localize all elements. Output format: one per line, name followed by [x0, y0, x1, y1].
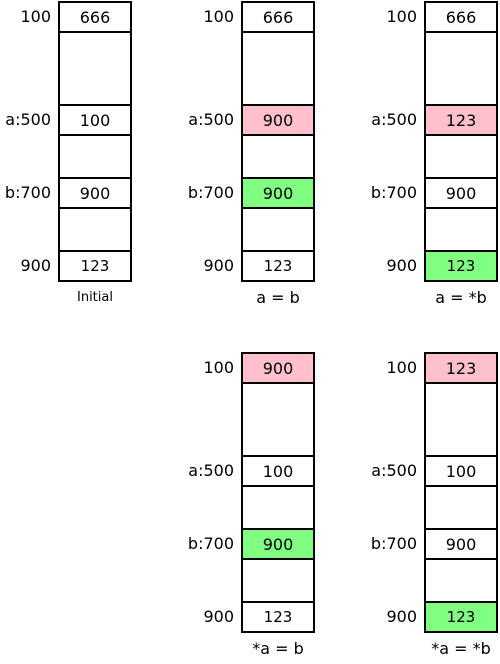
memory-gap	[241, 134, 315, 177]
operation-caption: *a = b	[252, 639, 304, 658]
address-label: 900	[386, 256, 417, 275]
memory-cell: 900	[241, 352, 315, 384]
memory-cell: 123	[424, 250, 498, 282]
memory-cell: 900	[424, 528, 498, 560]
address-label: 100	[203, 7, 234, 26]
memory-cell: 123	[424, 352, 498, 384]
memory-gap	[424, 31, 498, 104]
address-label: 100	[386, 7, 417, 26]
address-label: 100	[203, 358, 234, 377]
memory-cell: 100	[424, 455, 498, 487]
address-label: 900	[20, 256, 51, 275]
memory-cell: 123	[424, 104, 498, 136]
memory-cell: 100	[58, 104, 132, 136]
address-label: a:500	[371, 110, 417, 129]
memory-gap	[424, 134, 498, 177]
memory-gap	[241, 31, 315, 104]
memory-cell: 900	[58, 177, 132, 209]
operation-caption: Initial	[77, 290, 113, 305]
address-label: 100	[386, 358, 417, 377]
memory-gap	[58, 207, 132, 250]
address-label: b:700	[370, 183, 417, 202]
address-label: 100	[20, 7, 51, 26]
memory-gap	[241, 382, 315, 455]
memory-cell: 123	[241, 250, 315, 282]
memory-cell: 900	[241, 104, 315, 136]
memory-cell: 900	[241, 528, 315, 560]
memory-gap	[58, 134, 132, 177]
address-label: b:700	[187, 534, 234, 553]
operation-caption: a = b	[256, 288, 300, 307]
address-label: a:500	[188, 461, 234, 480]
memory-cell: 900	[241, 177, 315, 209]
memory-gap	[241, 558, 315, 601]
address-label: a:500	[5, 110, 51, 129]
memory-cell: 123	[424, 601, 498, 633]
memory-gap	[241, 207, 315, 250]
memory-cell: 666	[241, 1, 315, 33]
address-label: b:700	[370, 534, 417, 553]
address-label: a:500	[188, 110, 234, 129]
address-label: 900	[386, 607, 417, 626]
memory-cell: 100	[241, 455, 315, 487]
memory-cell: 123	[241, 601, 315, 633]
memory-gap	[424, 382, 498, 455]
address-label: 900	[203, 607, 234, 626]
memory-gap	[58, 31, 132, 104]
memory-cell: 900	[424, 177, 498, 209]
address-label: a:500	[371, 461, 417, 480]
memory-gap	[424, 558, 498, 601]
memory-cell: 666	[58, 1, 132, 33]
operation-caption: *a = *b	[431, 639, 491, 658]
address-label: 900	[203, 256, 234, 275]
memory-cell: 666	[424, 1, 498, 33]
memory-cell: 123	[58, 250, 132, 282]
address-label: b:700	[4, 183, 51, 202]
operation-caption: a = *b	[435, 288, 487, 307]
address-label: b:700	[187, 183, 234, 202]
memory-gap	[424, 485, 498, 528]
memory-gap	[241, 485, 315, 528]
memory-gap	[424, 207, 498, 250]
